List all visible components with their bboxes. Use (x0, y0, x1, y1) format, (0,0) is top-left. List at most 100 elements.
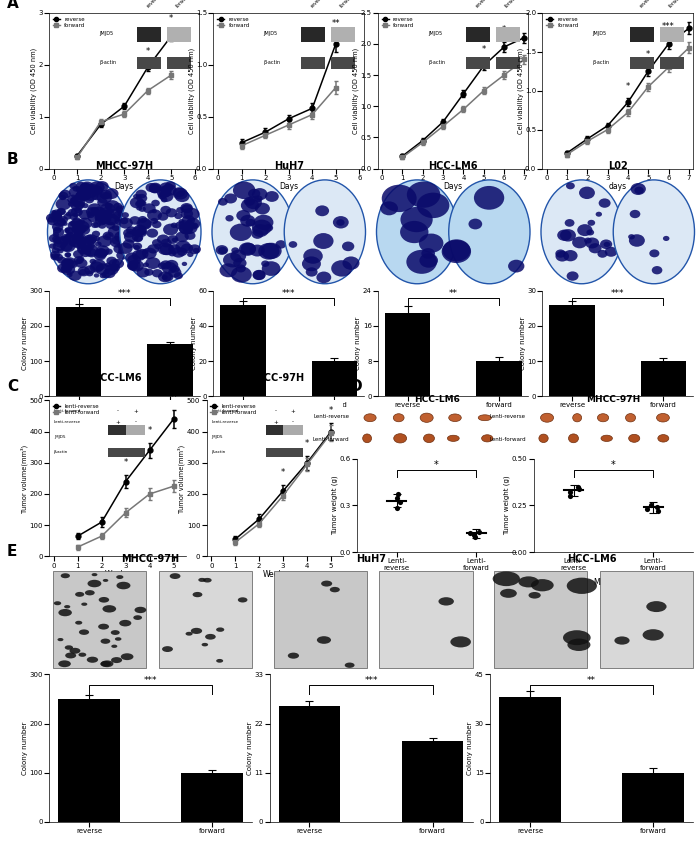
Circle shape (175, 222, 186, 229)
Circle shape (65, 253, 71, 257)
Circle shape (151, 200, 160, 207)
Circle shape (96, 245, 110, 256)
Circle shape (103, 232, 114, 240)
Circle shape (75, 234, 87, 243)
Y-axis label: Tumor volume(mm³): Tumor volume(mm³) (178, 444, 186, 513)
Circle shape (130, 216, 141, 225)
Circle shape (90, 190, 96, 195)
Circle shape (66, 272, 73, 277)
Text: ***: *** (118, 289, 131, 298)
Circle shape (161, 184, 176, 196)
Circle shape (237, 210, 251, 221)
Circle shape (158, 243, 173, 255)
Circle shape (166, 208, 177, 217)
Circle shape (54, 212, 62, 219)
Y-axis label: Tumor volume(mm³): Tumor volume(mm³) (20, 444, 28, 513)
Circle shape (113, 211, 126, 221)
Title: L02: L02 (608, 161, 628, 171)
Circle shape (80, 220, 85, 224)
Circle shape (630, 210, 640, 218)
Ellipse shape (393, 414, 404, 422)
Circle shape (75, 221, 90, 232)
Bar (600, 572, 693, 668)
Circle shape (246, 219, 256, 227)
Circle shape (173, 187, 186, 197)
Circle shape (114, 217, 125, 225)
Ellipse shape (539, 434, 548, 443)
Circle shape (94, 207, 105, 215)
Circle shape (129, 260, 144, 271)
Text: **: ** (169, 393, 178, 402)
Circle shape (110, 236, 125, 248)
Circle shape (175, 191, 190, 202)
Circle shape (82, 185, 94, 194)
Circle shape (646, 601, 666, 612)
Circle shape (64, 252, 71, 257)
Circle shape (254, 196, 262, 202)
Ellipse shape (393, 433, 407, 443)
Text: *: * (281, 469, 286, 477)
Ellipse shape (629, 434, 640, 443)
Text: ***: *** (364, 676, 378, 685)
Text: D: D (350, 379, 363, 395)
Circle shape (146, 228, 158, 238)
Circle shape (442, 239, 470, 261)
Circle shape (202, 643, 208, 647)
Circle shape (94, 210, 110, 222)
Title: HuH7: HuH7 (356, 554, 386, 564)
Circle shape (255, 202, 270, 214)
Circle shape (105, 214, 120, 225)
Circle shape (57, 256, 66, 264)
Circle shape (171, 223, 178, 228)
Text: Lenti-reverse: Lenti-reverse (313, 414, 349, 419)
Circle shape (65, 652, 76, 658)
Circle shape (125, 252, 138, 262)
Circle shape (57, 638, 64, 642)
Circle shape (74, 222, 83, 229)
Text: *: * (148, 426, 152, 435)
Point (573, 482, 584, 496)
Circle shape (165, 181, 176, 190)
Circle shape (564, 250, 577, 261)
Circle shape (174, 212, 182, 219)
Circle shape (102, 271, 110, 278)
Circle shape (160, 206, 171, 214)
Circle shape (162, 272, 174, 282)
Circle shape (69, 183, 77, 189)
Circle shape (67, 195, 79, 204)
Ellipse shape (449, 180, 530, 284)
Circle shape (136, 217, 152, 230)
Circle shape (78, 217, 92, 229)
Circle shape (97, 191, 112, 204)
Circle shape (71, 196, 85, 207)
Circle shape (566, 182, 575, 190)
Circle shape (149, 185, 156, 191)
Circle shape (650, 250, 659, 257)
Circle shape (66, 233, 76, 239)
Circle shape (230, 250, 246, 262)
Circle shape (186, 222, 192, 228)
Circle shape (233, 258, 246, 268)
Circle shape (321, 581, 332, 587)
Circle shape (116, 582, 130, 589)
Circle shape (95, 181, 108, 191)
Circle shape (109, 263, 120, 271)
Circle shape (315, 206, 329, 217)
Circle shape (57, 208, 66, 215)
Circle shape (111, 236, 122, 244)
Circle shape (85, 234, 97, 244)
Bar (385, 313, 430, 396)
Circle shape (161, 197, 167, 202)
Circle shape (579, 186, 595, 199)
Circle shape (60, 190, 71, 198)
Circle shape (163, 223, 178, 235)
Circle shape (173, 188, 188, 200)
Circle shape (241, 198, 259, 212)
Circle shape (216, 627, 224, 632)
Circle shape (52, 232, 59, 237)
Circle shape (119, 620, 132, 626)
Circle shape (75, 191, 86, 201)
Circle shape (66, 232, 74, 238)
Circle shape (193, 592, 202, 597)
Ellipse shape (364, 414, 376, 422)
